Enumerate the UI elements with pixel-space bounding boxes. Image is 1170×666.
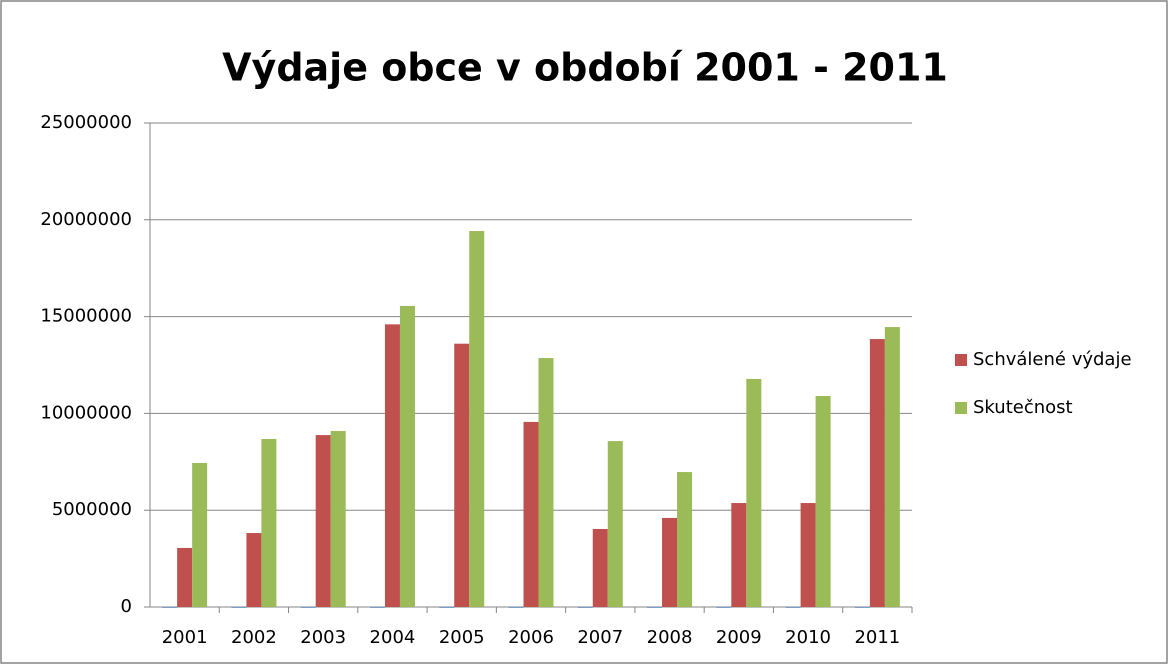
bar	[577, 606, 593, 608]
legend-label: Schválené výdaje	[973, 349, 1132, 370]
y-tick-label: 20000000	[40, 209, 132, 230]
bar	[454, 343, 470, 607]
bar	[261, 438, 277, 607]
bar	[246, 533, 262, 607]
bar	[538, 358, 554, 607]
bar	[369, 606, 385, 608]
bar	[869, 339, 885, 607]
bar	[716, 606, 732, 608]
bar	[800, 503, 816, 607]
y-tick-label: 0	[121, 596, 132, 617]
bar	[231, 606, 247, 608]
x-tick-label: 2002	[231, 627, 277, 648]
y-tick-label: 5000000	[52, 499, 132, 520]
legend-label: Skutečnost	[973, 397, 1073, 418]
x-tick-label: 2009	[716, 627, 762, 648]
bar	[330, 431, 346, 607]
bar	[746, 378, 762, 607]
bar	[162, 606, 178, 608]
bar	[523, 421, 539, 607]
y-tick-label: 15000000	[40, 306, 132, 327]
bar	[315, 435, 331, 607]
bar	[399, 305, 415, 607]
bar	[177, 547, 193, 607]
x-tick-label: 2005	[439, 627, 485, 648]
bar	[192, 462, 208, 607]
bar	[815, 395, 831, 607]
bar	[662, 517, 678, 607]
bar	[439, 606, 455, 608]
bar	[469, 231, 485, 607]
bar	[785, 606, 801, 608]
bar	[677, 472, 693, 607]
y-tick-label: 10000000	[40, 402, 132, 423]
legend-swatch	[955, 354, 967, 366]
legend-swatch	[955, 402, 967, 414]
y-tick-label: 25000000	[40, 112, 132, 133]
bar	[854, 606, 870, 608]
bar	[647, 606, 663, 608]
chart-title: Výdaje obce v období 2001 - 2011	[222, 46, 948, 90]
x-tick-label: 2004	[370, 627, 416, 648]
x-tick-label: 2007	[577, 627, 623, 648]
bar	[300, 606, 316, 608]
x-tick-label: 2001	[162, 627, 208, 648]
x-tick-label: 2003	[300, 627, 346, 648]
bar	[884, 327, 900, 607]
bar	[607, 441, 623, 607]
x-tick-label: 2006	[508, 627, 554, 648]
bar	[384, 324, 400, 607]
x-tick-label: 2010	[785, 627, 831, 648]
bar	[731, 503, 747, 607]
x-tick-label: 2008	[647, 627, 693, 648]
x-tick-label: 2011	[854, 627, 900, 648]
bar	[508, 606, 524, 608]
bar	[592, 528, 608, 607]
